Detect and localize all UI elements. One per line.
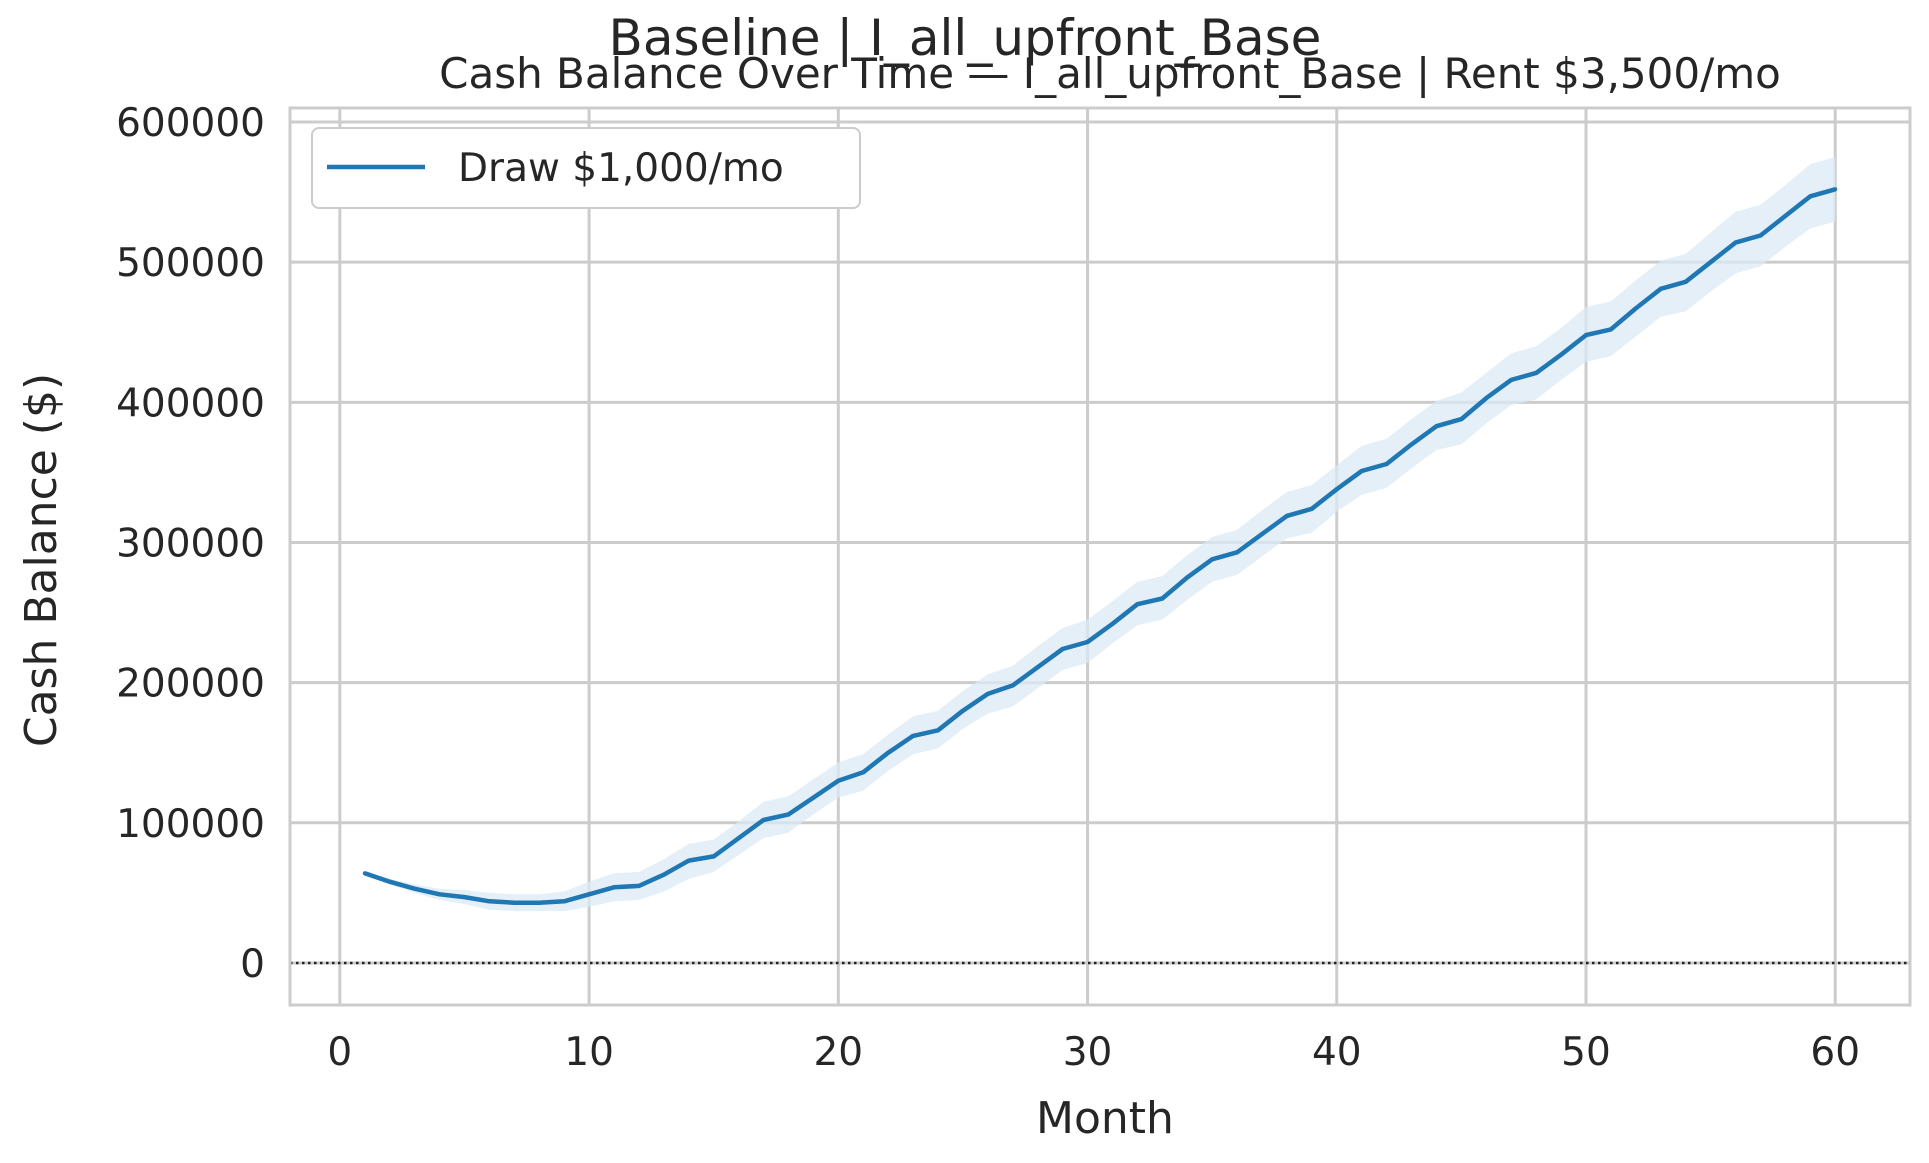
data-point xyxy=(362,871,367,876)
figure-suptitle: Baseline | I_all_upfront_Base xyxy=(609,9,1322,67)
data-point xyxy=(387,879,392,884)
data-point xyxy=(1783,213,1788,218)
data-point xyxy=(786,812,791,817)
data-point xyxy=(1160,596,1165,601)
data-point xyxy=(686,858,691,863)
data-point xyxy=(1235,550,1240,555)
data-point xyxy=(711,854,716,859)
y-tick-label: 100000 xyxy=(116,802,265,847)
data-point xyxy=(1434,424,1439,429)
data-point xyxy=(1060,647,1065,651)
data-point xyxy=(437,892,442,897)
x-tick-label: 60 xyxy=(1810,1030,1860,1075)
data-point xyxy=(1260,532,1264,537)
data-point xyxy=(761,818,766,822)
x-tick-label: 40 xyxy=(1312,1030,1362,1075)
series-line-draw xyxy=(364,187,1836,905)
data-point xyxy=(1484,396,1489,401)
x-axis-label: Month xyxy=(1036,1093,1174,1144)
data-point xyxy=(736,836,741,841)
data-point xyxy=(1534,370,1539,375)
data-point xyxy=(462,895,467,900)
data-point xyxy=(587,892,592,897)
data-point xyxy=(836,778,841,783)
axes-frame xyxy=(288,106,1912,1007)
data-point xyxy=(1185,575,1190,580)
data-point xyxy=(1334,487,1339,492)
series-points xyxy=(362,187,1838,905)
data-point xyxy=(1658,286,1663,291)
data-point xyxy=(936,728,940,733)
data-point xyxy=(1010,683,1015,688)
y-tick-label: 600000 xyxy=(116,101,265,146)
data-point xyxy=(487,899,492,904)
data-point xyxy=(1284,513,1289,518)
y-tick-label: 200000 xyxy=(116,662,265,707)
x-tick-label: 20 xyxy=(813,1030,863,1075)
data-point xyxy=(1633,306,1638,311)
y-axis-label: Cash Balance ($) xyxy=(16,373,67,747)
data-point xyxy=(1035,665,1040,670)
data-point xyxy=(636,883,641,888)
data-point xyxy=(537,900,542,905)
x-tick-label: 30 xyxy=(1063,1030,1113,1075)
x-tick-labels: 0 10 20 30 40 50 60 xyxy=(327,1030,1860,1075)
data-point xyxy=(562,899,567,904)
data-point xyxy=(886,750,891,755)
data-point xyxy=(512,900,517,905)
x-tick-label: 10 xyxy=(564,1030,614,1075)
data-point xyxy=(1135,602,1140,607)
data-point xyxy=(911,733,916,738)
legend-label: Draw $1,000/mo xyxy=(458,146,784,191)
data-point xyxy=(985,691,990,696)
data-point xyxy=(1384,462,1389,466)
x-tick-label: 50 xyxy=(1561,1030,1611,1075)
data-point xyxy=(1309,506,1314,511)
data-point xyxy=(1110,621,1115,626)
data-point xyxy=(1085,640,1090,644)
data-point xyxy=(811,795,816,800)
data-point xyxy=(1210,557,1215,562)
y-tick-labels: 0 100000 200000 300000 400000 500000 600000 xyxy=(116,101,265,987)
legend-box xyxy=(311,127,861,209)
data-point xyxy=(612,885,616,890)
data-point xyxy=(1509,377,1514,382)
data-point xyxy=(960,708,965,713)
legend: Draw $1,000/mo xyxy=(311,127,861,209)
data-point xyxy=(1833,187,1838,192)
data-point xyxy=(861,770,866,775)
data-point xyxy=(1608,327,1613,332)
data-point xyxy=(1733,240,1738,245)
data-point xyxy=(1459,417,1464,422)
data-point xyxy=(1708,260,1713,265)
data-point xyxy=(1808,194,1813,199)
data-point xyxy=(1409,442,1414,447)
data-point xyxy=(1559,352,1564,357)
data-point xyxy=(661,872,666,877)
data-point xyxy=(1359,469,1364,473)
chart-title: Cash Balance Over Time — I_all_upfront_B… xyxy=(439,49,1781,98)
y-tick-label: 300000 xyxy=(116,521,265,566)
data-point xyxy=(1683,279,1688,284)
confidence-band xyxy=(364,157,1836,912)
y-tick-label: 0 xyxy=(240,942,265,987)
data-point xyxy=(1584,333,1588,338)
grid xyxy=(290,108,1910,1005)
y-tick-label: 500000 xyxy=(116,241,265,286)
x-tick-label: 0 xyxy=(327,1030,352,1075)
y-tick-label: 400000 xyxy=(116,381,265,426)
data-point xyxy=(1758,233,1763,238)
data-point xyxy=(412,886,417,891)
